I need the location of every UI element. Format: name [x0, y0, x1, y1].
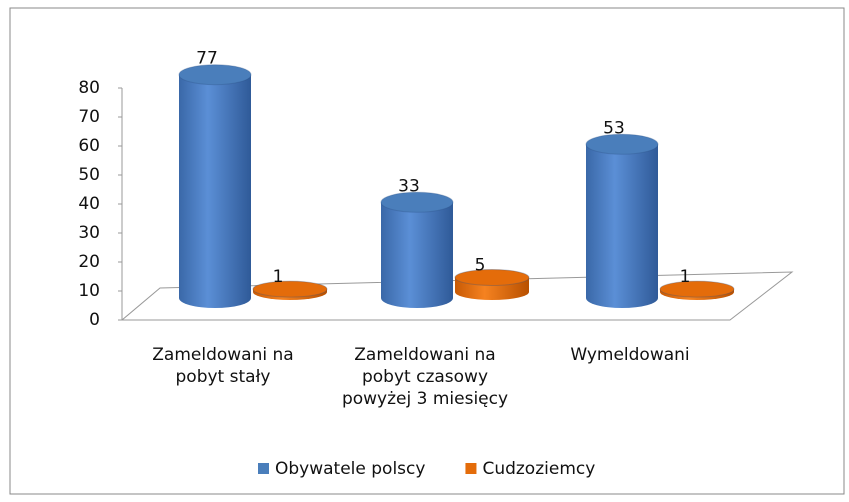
y-tick-label: 70	[78, 107, 100, 127]
bar-top	[252, 280, 328, 298]
data-label: 5	[475, 256, 486, 276]
y-tick-label: 10	[78, 281, 100, 301]
bar-top	[380, 191, 454, 213]
chart-border	[9, 7, 845, 495]
bar-top	[659, 280, 735, 298]
y-tick-label: 0	[89, 310, 100, 330]
y-tick-label: 40	[78, 194, 100, 214]
legend-label: Cudzoziemcy	[482, 459, 595, 479]
y-tick-label: 80	[78, 78, 100, 98]
bar-body	[381, 202, 453, 298]
cat: Wymeldowani	[570, 345, 690, 365]
bar-body	[586, 144, 658, 298]
y-tick-label: 20	[78, 252, 100, 272]
data-label: 1	[680, 267, 691, 287]
data-label: 77	[196, 49, 218, 69]
bar-top	[178, 64, 252, 86]
bar-body	[179, 74, 251, 298]
legend-swatch	[465, 463, 477, 474]
cat: Zameldowani na pobyt stały	[152, 345, 294, 387]
data-label: 1	[273, 267, 284, 287]
data-label: 33	[398, 176, 420, 196]
y-tick-label: 60	[78, 136, 100, 156]
bar-top	[585, 133, 659, 155]
legend-label: Obywatele polscy	[275, 459, 425, 479]
cat: Zameldowani na pobyt czasowy powyżej 3 m…	[341, 345, 509, 409]
legend-swatch	[258, 463, 269, 474]
y-tick-label: 30	[78, 223, 100, 243]
y-tick-label: 50	[78, 165, 100, 185]
data-label: 53	[603, 118, 625, 138]
bar-top	[454, 269, 530, 286]
